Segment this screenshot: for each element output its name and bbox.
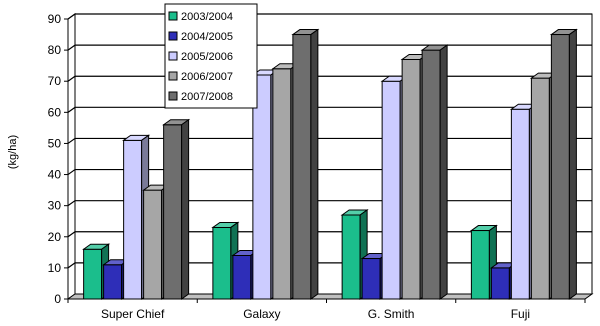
legend-label: 2007/2008 <box>181 91 233 103</box>
y-tick-label: 20 <box>48 230 62 244</box>
bar-side <box>568 28 577 300</box>
legend-swatch <box>168 71 178 81</box>
bar-front <box>470 230 490 300</box>
legend-box <box>164 3 258 109</box>
gridline <box>67 44 592 51</box>
bar <box>469 224 498 300</box>
x-category-label: G. Smith <box>368 307 415 321</box>
bar <box>420 44 449 300</box>
y-tick-label: 90 <box>48 12 62 26</box>
bar-front <box>361 258 381 300</box>
bar-front <box>530 77 550 300</box>
bar <box>162 118 191 300</box>
bar-side <box>310 28 319 300</box>
bars <box>82 28 578 300</box>
bar-front <box>143 189 163 300</box>
x-category-label: Super Chief <box>101 307 165 321</box>
bar-front <box>212 226 232 300</box>
bar-front <box>510 108 530 300</box>
bar <box>549 28 578 300</box>
legend-label: 2003/2004 <box>181 11 233 23</box>
y-tick-label: 50 <box>48 136 62 150</box>
legend-label: 2006/2007 <box>181 71 233 83</box>
x-category-label: Fuji <box>511 307 530 321</box>
bar-front <box>103 264 123 300</box>
side-wall <box>67 13 76 300</box>
y-axis-label: (kg/ha) <box>7 135 19 169</box>
legend-swatch <box>168 31 178 41</box>
y-tick-label: 10 <box>48 261 62 275</box>
legend-swatch <box>168 51 178 61</box>
y-tick-label: 70 <box>48 74 62 88</box>
y-tick-label: 60 <box>48 105 62 119</box>
y-tick-label: 40 <box>48 168 62 182</box>
y-tick-label: 0 <box>54 292 61 306</box>
bar-front <box>292 34 312 300</box>
bar-front <box>83 248 103 300</box>
bar-front <box>490 267 510 300</box>
legend-label: 2005/2006 <box>181 51 233 63</box>
bar-front <box>550 34 570 300</box>
legend-swatch <box>168 91 178 101</box>
bar-front <box>381 80 401 300</box>
legend-swatch <box>168 11 178 21</box>
legend: 2003/2004 2004/2005 2005/2006 2006/2007 2007… <box>164 3 258 109</box>
y-tick-label: 30 <box>48 199 62 213</box>
bar <box>291 28 320 300</box>
bar-front <box>421 49 441 300</box>
bar-front <box>232 254 252 300</box>
bar-front <box>252 74 272 300</box>
legend-label: 2004/2005 <box>181 31 233 43</box>
bar-front <box>341 214 361 300</box>
gridline <box>67 13 592 20</box>
bar-front <box>163 124 183 300</box>
x-category-label: Galaxy <box>243 307 280 321</box>
bar-front <box>272 68 292 300</box>
y-tick-label: 80 <box>48 43 62 57</box>
bar-front <box>401 58 421 300</box>
bar-front <box>123 139 143 300</box>
bar-side <box>439 44 448 300</box>
bar-side <box>181 118 190 300</box>
